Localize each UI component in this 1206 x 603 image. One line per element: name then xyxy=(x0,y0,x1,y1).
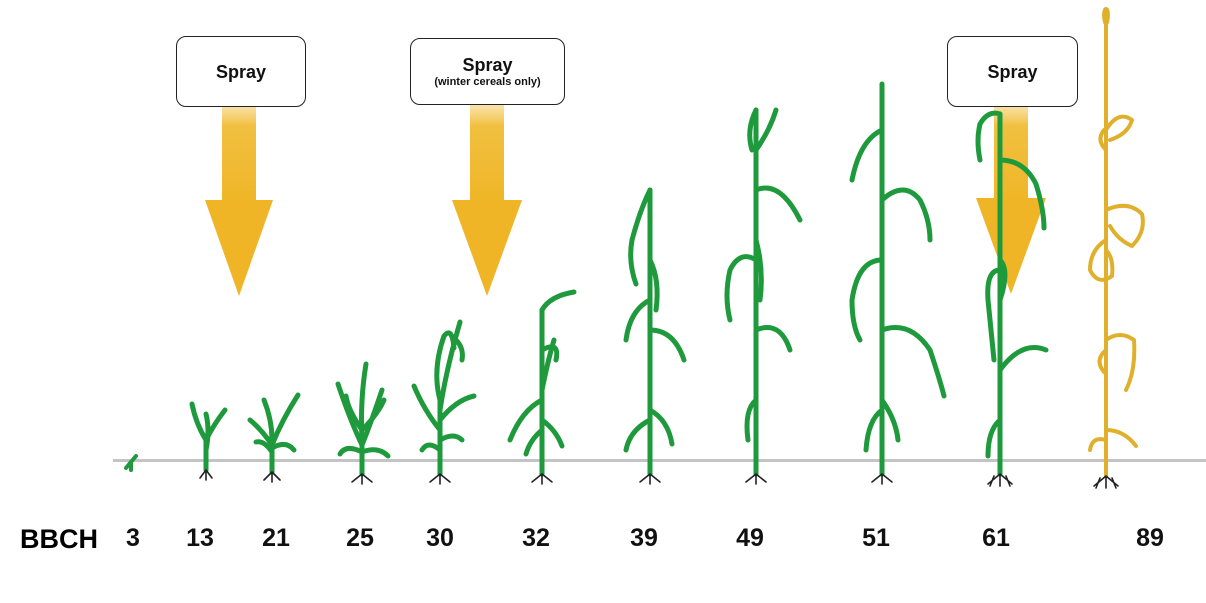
soil-surface xyxy=(113,459,1206,462)
spray-sign-3: Spray xyxy=(947,36,1078,107)
stage-label-32: 32 xyxy=(522,524,550,552)
plant-bbch-32 xyxy=(507,289,577,477)
stage-label-25: 25 xyxy=(346,524,374,552)
plant-bbch-89 xyxy=(1088,7,1145,478)
plant-bbch-61 xyxy=(975,110,1049,477)
stage-label-30: 30 xyxy=(426,524,454,552)
spray-sign-note: (winter cereals only) xyxy=(434,75,541,88)
spray-arrow-1 xyxy=(205,100,273,296)
spray-sign-label: Spray xyxy=(987,61,1038,82)
stage-label-3: 3 xyxy=(126,524,140,552)
stage-label-51: 51 xyxy=(862,524,890,552)
stage-label-21: 21 xyxy=(262,524,290,552)
stage-label-49: 49 xyxy=(736,524,764,552)
spray-sign-1: Spray xyxy=(176,36,306,107)
plant-bbch-49 xyxy=(724,107,803,477)
spray-sign-label: Spray xyxy=(215,61,267,82)
stage-label-13: 13 xyxy=(186,524,214,552)
spray-sign-2: Spray (winter cereals only) xyxy=(410,38,565,105)
plant-bbch-30 xyxy=(411,319,477,477)
stage-label-89: 89 xyxy=(1136,524,1164,552)
spray-arrow-3 xyxy=(976,100,1046,294)
plant-bbch-39 xyxy=(623,187,687,477)
plant-bbch-13 xyxy=(189,401,228,473)
plant-bbch-3 xyxy=(124,454,138,472)
stage-label-39: 39 xyxy=(630,524,658,552)
spray-arrow-2 xyxy=(452,100,522,296)
plant-bbch-25 xyxy=(335,361,391,477)
bbch-axis-label: BBCH xyxy=(20,524,98,554)
plant-bbch-21 xyxy=(247,392,301,475)
roots xyxy=(199,469,1119,489)
spray-sign-label: Spray xyxy=(462,54,513,75)
plant-bbch-51 xyxy=(849,81,947,477)
stage-label-61: 61 xyxy=(982,524,1010,552)
